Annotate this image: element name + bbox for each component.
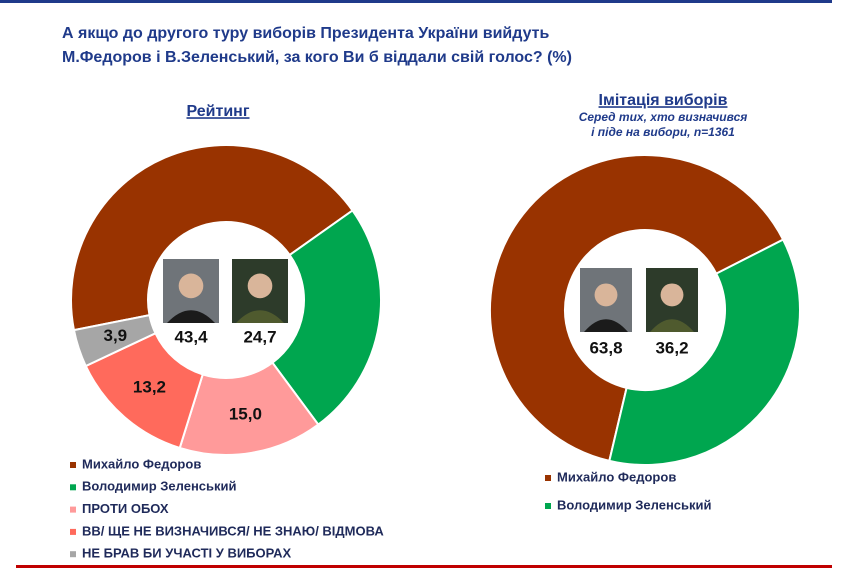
legend-swatch	[70, 462, 76, 468]
legend-swatch	[70, 484, 76, 491]
value-label: 3,9	[104, 326, 128, 345]
chart-title: Рейтинг	[186, 103, 249, 120]
top-rule	[0, 0, 832, 3]
legend-swatch	[70, 506, 76, 513]
value-label: 36,2	[655, 338, 688, 357]
photo-face	[594, 283, 618, 307]
chart-subtitle: Серед тих, хто визначився	[579, 110, 748, 124]
legend-label: Володимир Зеленський	[557, 497, 712, 512]
donut-slice	[608, 238, 801, 466]
legend-label: ПРОТИ ОБОХ	[82, 501, 169, 516]
chart-title: Імітація виборів	[599, 92, 728, 109]
chart-subtitle: і піде на вибори, n=1361	[591, 125, 735, 139]
legend-label: ВВ/ ЩЕ НЕ ВИЗНАЧИВСЯ/ НЕ ЗНАЮ/ ВІДМОВА	[82, 523, 384, 538]
donut-slice	[70, 144, 354, 332]
title-line: А якщо до другого туру виборів Президент…	[62, 25, 550, 42]
photo-body	[167, 310, 215, 323]
value-label: 24,7	[243, 327, 276, 346]
photo-face	[178, 273, 204, 299]
legend-label: НЕ БРАВ БИ УЧАСТІ У ВИБОРАХ	[82, 546, 292, 561]
legend-label: Володимир Зеленський	[82, 479, 237, 494]
photo-body	[584, 319, 628, 332]
legend-label: Михайло Федоров	[557, 469, 676, 484]
legend-swatch	[70, 551, 76, 558]
photo-face	[660, 283, 684, 307]
donut-slice	[72, 313, 157, 368]
legend-swatch	[545, 475, 551, 481]
bottom-rule	[16, 565, 832, 568]
legend-swatch	[70, 528, 76, 535]
value-label: 13,2	[133, 377, 166, 396]
donut-slice	[271, 209, 382, 426]
value-label: 15,0	[229, 404, 262, 423]
photo-face	[247, 273, 273, 299]
photo-body	[650, 319, 694, 332]
donut-slice	[489, 154, 785, 463]
photo-body	[236, 310, 284, 323]
title-line: М.Федоров і В.Зеленський, за кого Ви б в…	[62, 49, 572, 66]
value-label: 63,8	[589, 338, 622, 357]
value-label: 43,4	[174, 327, 208, 346]
donut-slice	[178, 361, 320, 456]
legend-swatch	[545, 503, 551, 509]
legend-label: Михайло Федоров	[82, 456, 201, 471]
